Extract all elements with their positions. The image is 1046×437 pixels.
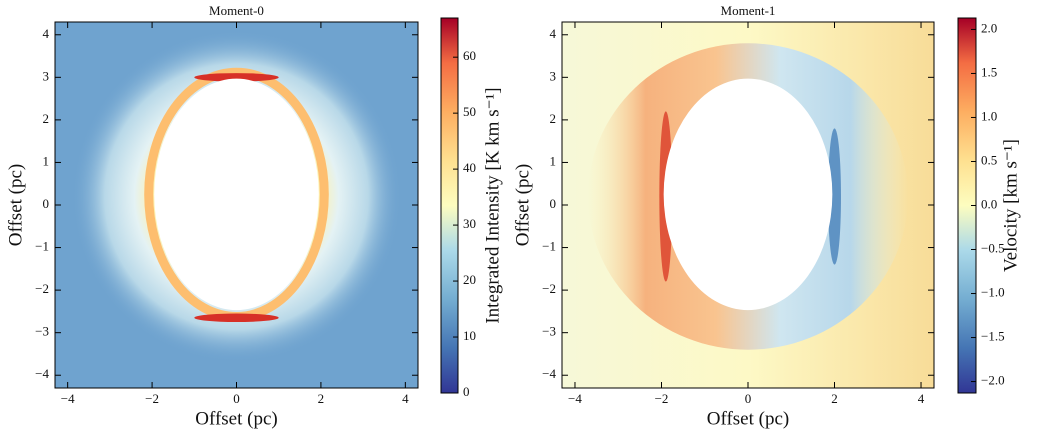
colorbar-label: Velocity [km s⁻¹] [1000, 139, 1021, 272]
chart-title: Moment-0 [209, 3, 264, 18]
cavity [154, 78, 319, 311]
map [55, 22, 418, 388]
colorbar-tick-label: 10 [463, 328, 476, 343]
x-tick-label: −4 [568, 391, 582, 406]
x-tick-label: 0 [233, 391, 240, 406]
y-tick-label: −2 [35, 281, 49, 296]
colorbar-tick-label: 0.0 [981, 196, 997, 211]
colorbar-tick-label: 40 [463, 160, 476, 175]
shell-edge-blue [828, 128, 842, 265]
x-axis-label: Offset (pc) [707, 408, 789, 429]
y-tick-label: −4 [542, 366, 556, 381]
y-tick-label: 1 [550, 153, 557, 168]
colorbar-tick-label: 1.0 [981, 108, 997, 123]
x-tick-label: −4 [61, 391, 75, 406]
x-tick-label: 4 [402, 391, 409, 406]
colorbar-tick-label: 30 [463, 216, 476, 231]
y-tick-label: 2 [43, 111, 50, 126]
y-tick-label: 0 [550, 196, 557, 211]
colorbar-label: Integrated Intensity [K km s⁻¹] [482, 87, 503, 323]
x-tick-label: 4 [918, 391, 925, 406]
y-axis-label: Offset (pc) [512, 164, 533, 246]
y-tick-label: 3 [550, 68, 557, 83]
colorbar-tick-label: −1.0 [981, 285, 1005, 300]
y-tick-label: −1 [542, 239, 556, 254]
colorbar-tick-label: 0 [463, 384, 470, 399]
ring-cap [194, 313, 279, 323]
map [562, 22, 934, 388]
x-tick-label: −2 [655, 391, 669, 406]
colorbar-tick-label: −1.5 [981, 329, 1005, 344]
colorbar-tick-label: 60 [463, 48, 476, 63]
x-tick-label: 2 [318, 391, 325, 406]
colorbar [440, 17, 459, 394]
y-tick-label: 3 [43, 68, 50, 83]
x-tick-label: 0 [745, 391, 752, 406]
chart-title: Moment-1 [721, 3, 776, 18]
colorbar-tick-label: −2.0 [981, 373, 1005, 388]
y-tick-label: 2 [550, 111, 557, 126]
y-tick-label: 0 [43, 196, 50, 211]
y-tick-label: 4 [550, 26, 557, 41]
y-tick-label: −2 [542, 281, 556, 296]
colorbar-tick-label: −0.5 [981, 240, 1005, 255]
y-tick-label: 4 [43, 26, 50, 41]
x-tick-label: −2 [145, 391, 159, 406]
colorbar-tick-label: 2.0 [981, 20, 997, 35]
colorbar-tick-label: 1.5 [981, 64, 997, 79]
x-tick-label: 2 [831, 391, 838, 406]
colorbar-tick-label: 20 [463, 272, 476, 287]
cavity [663, 78, 833, 311]
x-axis-label: Offset (pc) [195, 408, 277, 429]
colorbar-tick-label: 0.5 [981, 152, 997, 167]
y-tick-label: −4 [35, 366, 49, 381]
colorbar-tick-label: 50 [463, 104, 476, 119]
ring-cap [194, 73, 279, 82]
y-axis-label: Offset (pc) [5, 164, 26, 246]
y-tick-label: −3 [35, 324, 49, 339]
y-tick-label: −1 [35, 239, 49, 254]
y-tick-label: −3 [542, 324, 556, 339]
y-tick-label: 1 [43, 153, 50, 168]
